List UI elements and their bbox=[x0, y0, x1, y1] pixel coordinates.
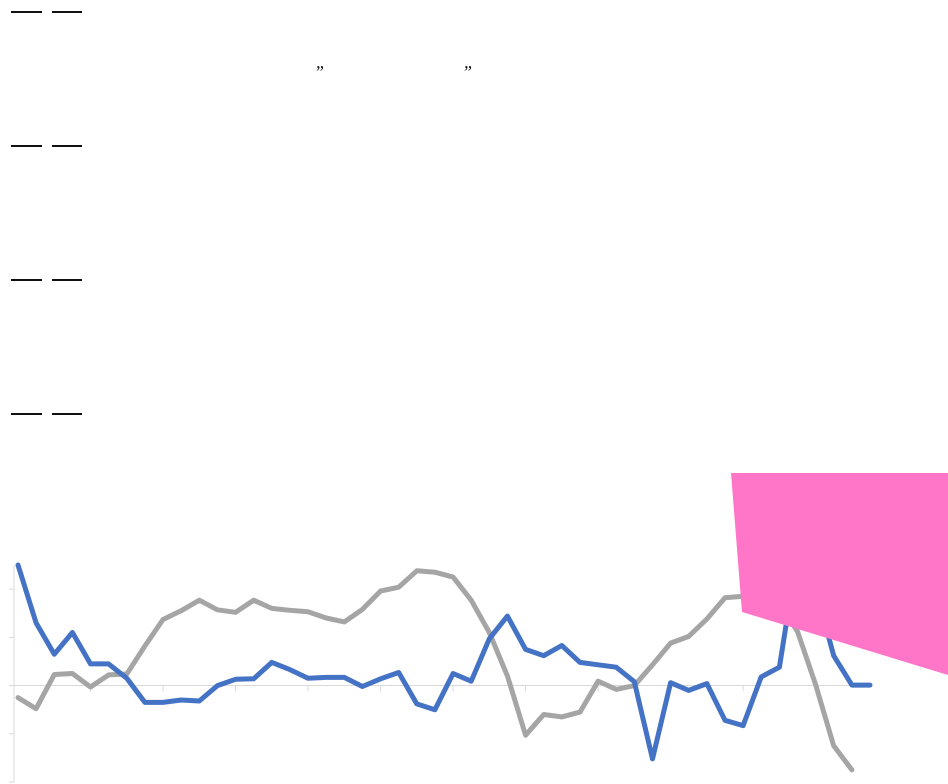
open-quote: ” bbox=[314, 62, 324, 82]
series-line-2 bbox=[15, 568, 855, 773]
plot-area bbox=[9, 550, 873, 783]
series-line-1 bbox=[15, 550, 873, 762]
overlay-shape bbox=[731, 473, 948, 675]
legend bbox=[11, 11, 82, 415]
close-quote: ” bbox=[462, 62, 472, 82]
